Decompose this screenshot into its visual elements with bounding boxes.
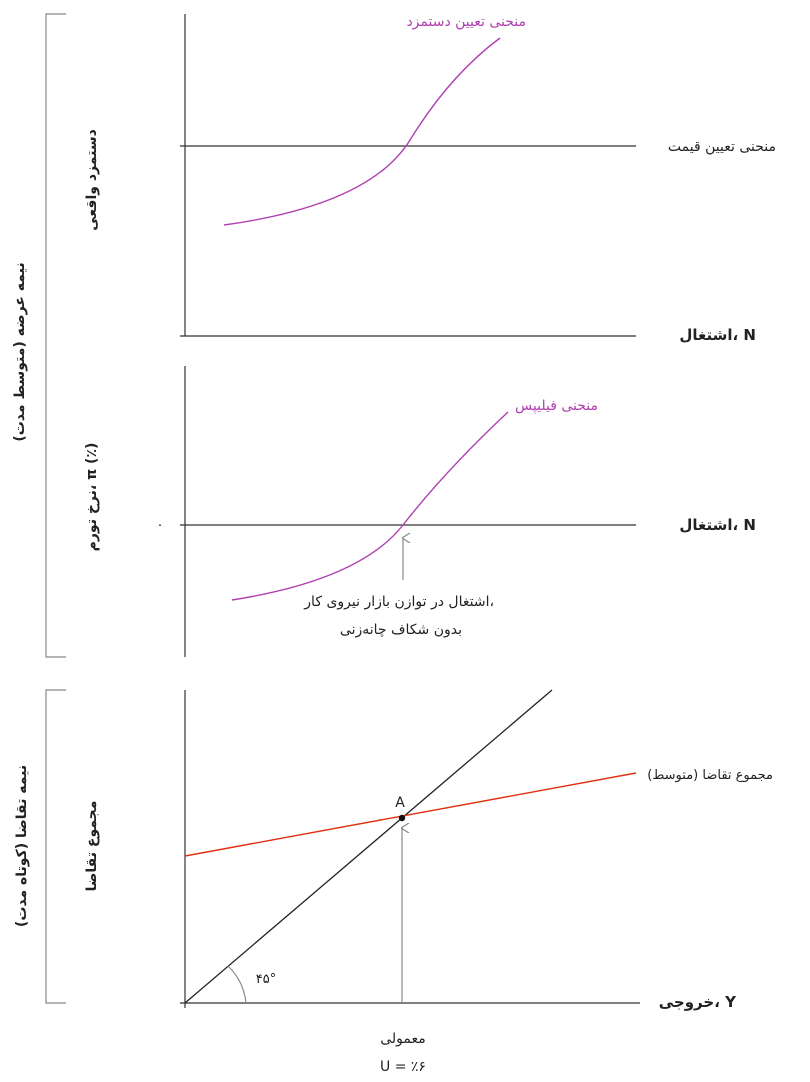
demand-y-label: مجموع تقاضا: [84, 801, 100, 892]
phillips-y-label: نرخ تورم، π (٪): [84, 443, 100, 552]
angle-label: ۴۵°: [256, 972, 276, 987]
price-setting-label: منحنی تعیین قیمت: [668, 139, 776, 155]
unemployment-label: U = ٪۶: [380, 1059, 426, 1075]
demand-x-label: خروجی، Y: [659, 993, 737, 1011]
point-a-label: A: [395, 795, 405, 811]
demand-bracket-label: نیمه تقاضا (کوتاه مدت): [14, 765, 30, 927]
wage-y-label: دستمزد واقعی: [84, 129, 100, 231]
wage-x-label: اشتغال، N: [679, 326, 756, 344]
aggregate-demand-label: مجموع تقاضا (متوسط): [647, 768, 773, 783]
equilibrium-point-a: [398, 814, 406, 822]
wage-setting-curve: [223, 37, 501, 226]
phillips-curve: [231, 411, 509, 601]
forty-five-degree-line: [184, 689, 553, 1004]
phillips-curve-label: منحنی فیلیپس: [515, 398, 598, 414]
aggregate-demand-line: [184, 772, 637, 857]
wage-setting-label: منحنی تعیین دستمزد: [406, 14, 526, 30]
employment-annotation-line1: اشتغال در توازن بازار نیروی کار،: [303, 594, 494, 610]
employment-annotation-line2: بدون شکاف چانه‌زنی: [340, 622, 462, 638]
phillips-zero-tick: ۰: [157, 518, 164, 533]
phillips-x-label: اشتغال، N: [679, 516, 756, 534]
demand-bracket: [45, 689, 66, 1004]
supply-bracket: [45, 13, 66, 658]
normal-output-label: معمولی: [380, 1031, 426, 1047]
supply-bracket-label: نیمه عرضه (متوسط مدت): [12, 262, 28, 441]
angle-arc: [227, 965, 247, 1004]
